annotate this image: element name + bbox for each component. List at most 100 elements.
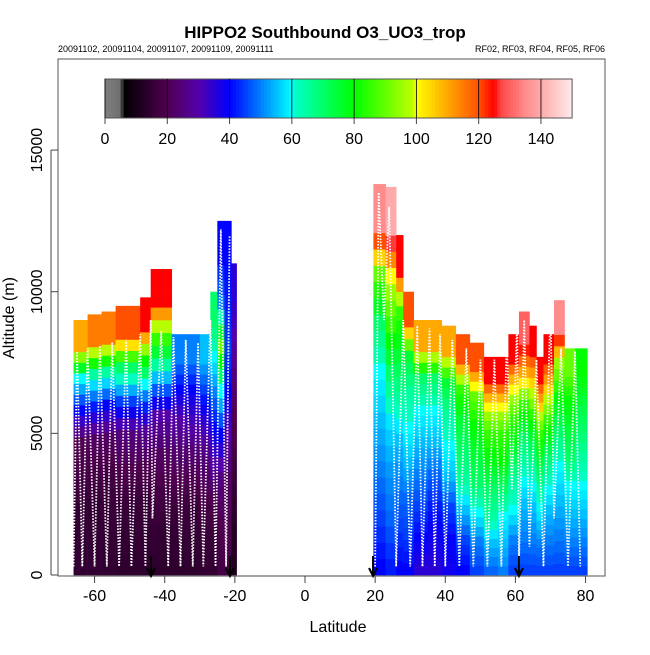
heatmap-cell	[373, 526, 386, 543]
heatmap-cell	[150, 320, 162, 334]
heatmap-cell	[140, 494, 151, 506]
heatmap-cell	[427, 500, 443, 512]
heatmap-cell	[73, 405, 88, 416]
heatmap-cell	[385, 542, 397, 560]
colorbar-segment	[375, 79, 380, 118]
heatmap-cell	[129, 518, 141, 531]
heatmap-cell	[210, 527, 218, 540]
heatmap-cell	[385, 251, 397, 269]
heatmap-cell	[171, 354, 187, 365]
heatmap-cell	[217, 220, 225, 236]
colorbar-segment	[447, 79, 452, 118]
heatmap-cell	[224, 515, 232, 532]
heatmap-cell	[508, 534, 520, 546]
heatmap-cell	[529, 367, 537, 378]
heatmap-cell	[73, 543, 88, 555]
heatmap-cell	[161, 332, 173, 346]
heatmap-cell	[413, 383, 429, 395]
heatmap-cell	[427, 458, 443, 470]
heatmap-cell	[217, 353, 225, 369]
colorbar-segment	[357, 79, 361, 118]
heatmap-cell	[210, 421, 218, 434]
colorbar-segment	[179, 79, 184, 118]
colorbar-segment	[157, 79, 162, 118]
heatmap-cell	[553, 483, 565, 496]
heatmap-cell	[543, 444, 555, 455]
heatmap-cell	[529, 471, 537, 482]
heatmap-cell	[508, 544, 520, 556]
heatmap-cell	[536, 547, 544, 558]
heatmap-cell	[518, 476, 530, 488]
heatmap-cell	[497, 438, 509, 449]
colorbar-segment	[304, 79, 308, 118]
heatmap-cell	[217, 250, 225, 266]
heatmap-cell	[373, 298, 386, 315]
heatmap-cell	[73, 468, 88, 480]
colorbar-segment	[509, 79, 514, 118]
heatmap-cell	[87, 336, 102, 348]
colorbar-segment	[226, 79, 231, 118]
heatmap-cell	[87, 531, 102, 543]
colorbar-segment	[481, 79, 486, 118]
heatmap-cell	[150, 447, 162, 461]
heatmap-cell	[87, 412, 102, 424]
heatmap-cell	[543, 454, 555, 465]
heatmap-cell	[140, 436, 151, 449]
heatmap-cell	[199, 414, 211, 425]
y-tick-label: 10000	[29, 269, 46, 314]
heatmap-cell	[210, 315, 218, 328]
heatmap-cell	[553, 437, 565, 450]
heatmap-cell	[101, 564, 116, 576]
colorbar-segment	[347, 79, 352, 118]
heatmap-cell	[396, 419, 404, 434]
heatmap-cell	[403, 386, 415, 399]
heatmap-cell	[518, 465, 530, 477]
colorbar-segment	[553, 79, 558, 118]
heatmap-cell	[518, 564, 530, 576]
heatmap-cell	[536, 393, 544, 403]
heatmap-cell	[185, 484, 201, 496]
flight-track-line	[72, 229, 231, 567]
heatmap-cell	[529, 408, 537, 420]
heatmap-cell	[224, 235, 232, 251]
heatmap-cell	[224, 560, 232, 576]
heatmap-cell	[185, 504, 201, 516]
heatmap-cell	[483, 565, 499, 576]
heatmap-cell	[536, 402, 544, 412]
heatmap-cell	[161, 562, 173, 576]
heatmap-cell	[396, 475, 404, 491]
heatmap-cell	[553, 540, 565, 553]
colorbar-segment	[382, 79, 386, 118]
heatmap-cell	[403, 362, 415, 375]
heatmap-cell	[140, 297, 151, 310]
arrow-markers	[146, 556, 524, 579]
heatmap-cell	[161, 549, 173, 563]
colorbar-segment	[478, 79, 483, 118]
heatmap-cell	[115, 496, 130, 509]
heatmap-cell	[536, 420, 544, 430]
heatmap-cell	[210, 338, 218, 352]
heatmap-cell	[564, 537, 576, 547]
heatmap-cell	[483, 502, 499, 512]
heatmap-cell	[575, 423, 588, 434]
heatmap-cell	[231, 497, 237, 511]
heatmap-cell	[115, 507, 130, 520]
colorbar-segment	[413, 79, 417, 118]
heatmap-cell	[87, 498, 102, 511]
heatmap-cell	[210, 291, 218, 304]
heatmap-cell	[217, 515, 225, 532]
heatmap-cell	[73, 394, 88, 406]
colorbar-segment	[195, 79, 199, 118]
heatmap-cell	[553, 323, 565, 335]
heatmap-cell	[199, 534, 211, 546]
heatmap-cell	[373, 232, 386, 250]
heatmap-cell	[455, 384, 471, 395]
heatmap-cell	[396, 504, 404, 519]
heatmap-cell	[73, 362, 88, 374]
heatmap-cell	[140, 343, 151, 356]
colorbar-segment	[298, 79, 302, 118]
heatmap-cell	[101, 355, 116, 367]
heatmap-cell	[87, 379, 102, 391]
heatmap-cell	[529, 450, 537, 462]
